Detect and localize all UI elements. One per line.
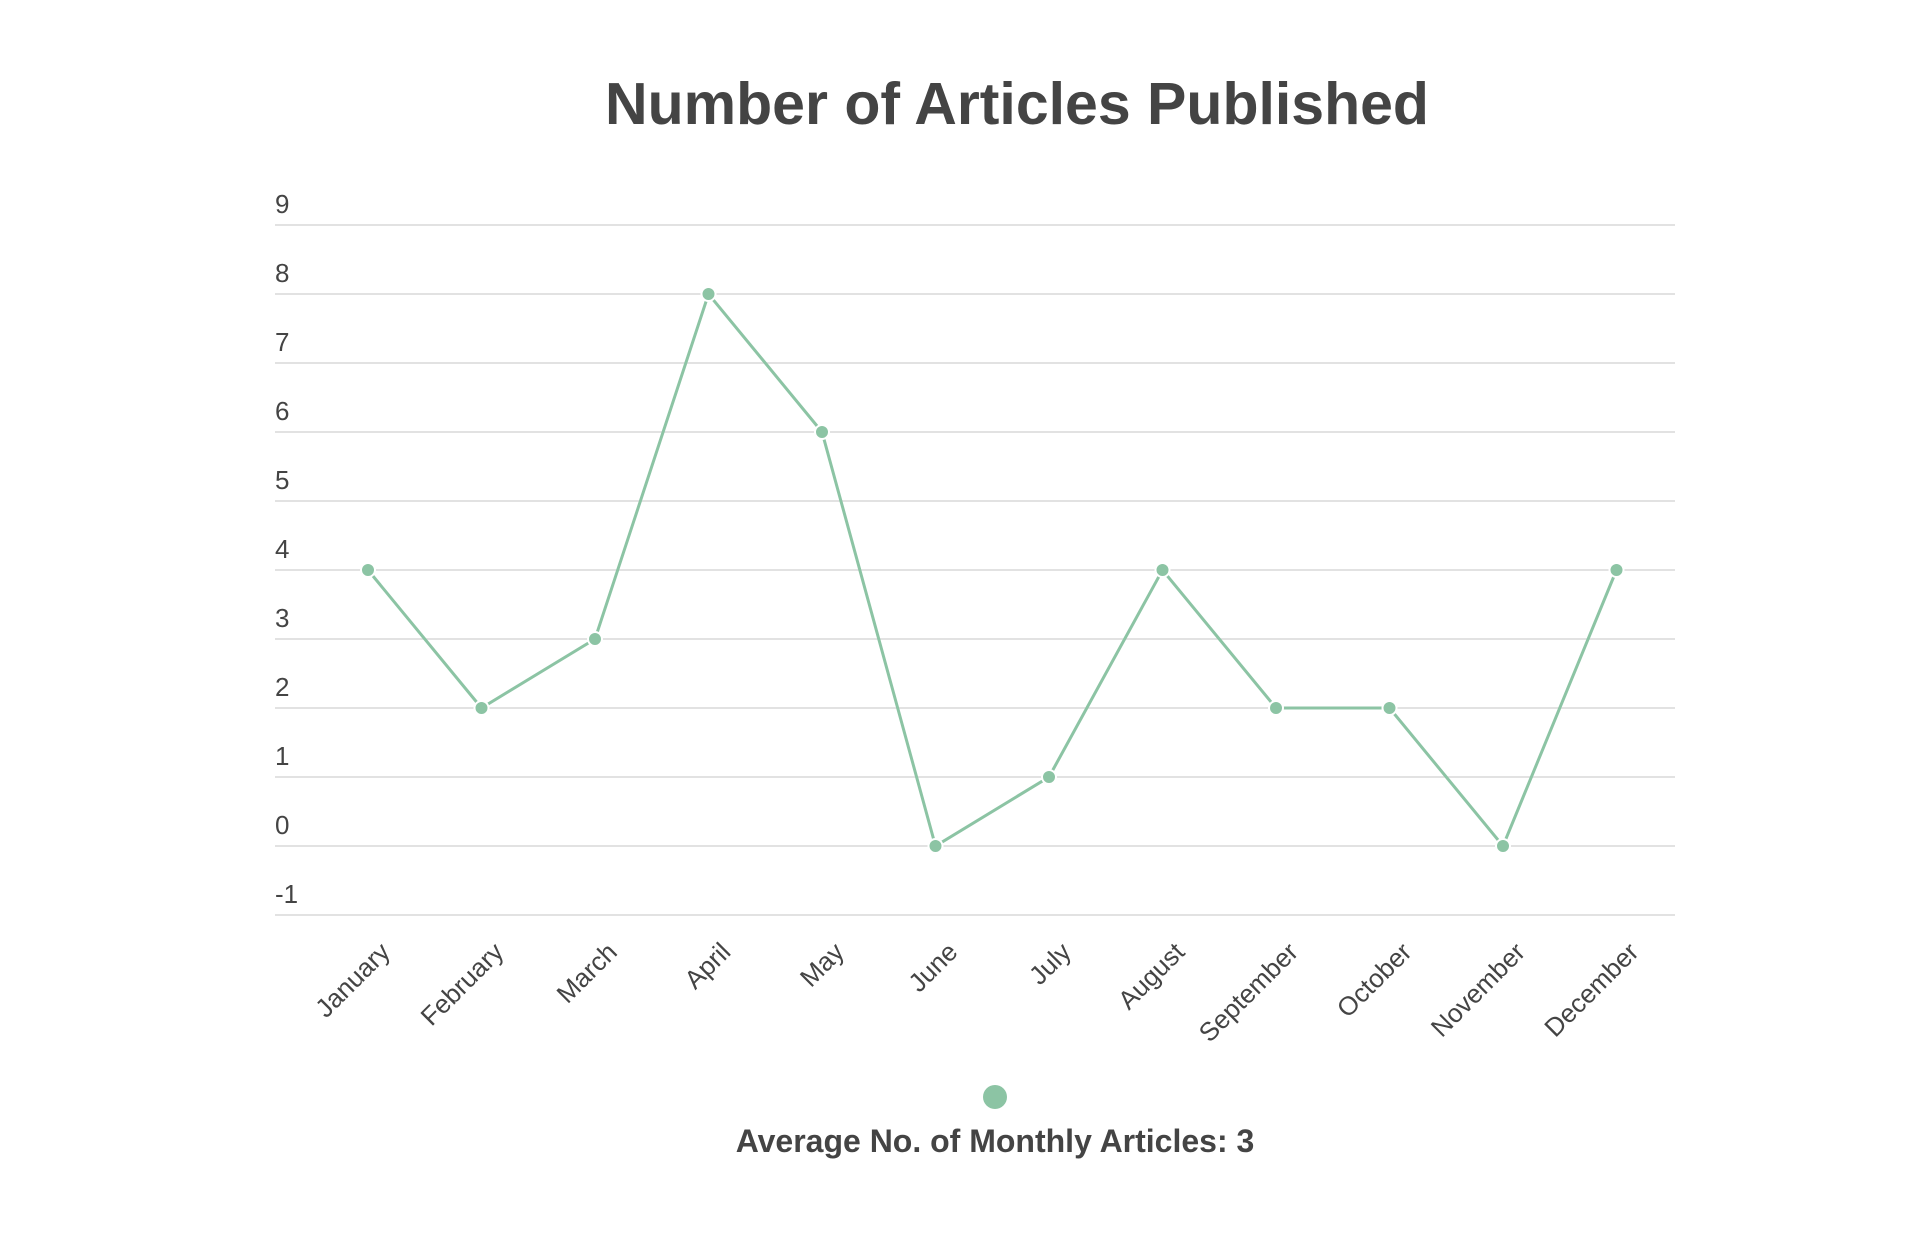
y-tick-label: 4 (275, 534, 289, 564)
legend: Average No. of Monthly Articles: 3 (0, 1085, 1920, 1160)
x-tick-label: September (1193, 936, 1304, 1047)
x-tick-label: February (415, 937, 510, 1032)
data-point[interactable] (1041, 769, 1057, 785)
legend-label: Average No. of Monthly Articles: 3 (735, 1123, 1255, 1159)
x-tick-label: October (1331, 936, 1418, 1023)
y-tick-label: 9 (275, 189, 289, 219)
x-tick-label: August (1112, 936, 1191, 1015)
data-point[interactable] (1495, 838, 1511, 854)
x-tick-label: November (1425, 936, 1531, 1042)
x-tick-label: May (794, 937, 850, 993)
data-point[interactable] (1268, 700, 1284, 716)
x-tick-label: December (1538, 936, 1644, 1042)
chart-title: Number of Articles Published (605, 71, 1429, 137)
data-point[interactable] (1154, 562, 1171, 578)
legend-swatch (983, 1085, 1007, 1109)
y-tick-label: -1 (275, 879, 298, 909)
y-tick-label: 8 (275, 258, 289, 288)
x-tick-label: January (309, 937, 396, 1024)
x-tick-label: June (902, 937, 963, 998)
x-tick-label: July (1023, 937, 1077, 991)
data-point[interactable] (927, 838, 944, 854)
data-point[interactable] (1381, 700, 1398, 716)
data-point[interactable] (814, 424, 830, 440)
data-point[interactable] (587, 631, 603, 647)
grid-lines (275, 224, 1675, 916)
y-axis: 9 8 7 6 5 4 3 2 1 0 -1 (275, 189, 298, 909)
y-tick-label: 2 (275, 672, 289, 702)
series (360, 286, 1625, 854)
data-point[interactable] (700, 286, 717, 302)
x-axis: January February March April May June July Augu… (309, 936, 1644, 1048)
x-tick-label: March (551, 937, 623, 1009)
y-tick-label: 6 (275, 396, 289, 426)
series-line (366, 290, 1618, 849)
data-point[interactable] (360, 562, 376, 578)
x-tick-label: April (678, 937, 736, 995)
y-tick-label: 5 (275, 465, 289, 495)
data-point[interactable] (473, 700, 490, 716)
y-tick-label: 1 (275, 741, 289, 771)
y-tick-label: 0 (275, 810, 289, 840)
data-point[interactable] (1608, 562, 1625, 578)
y-tick-label: 3 (275, 603, 289, 633)
y-tick-label: 7 (275, 327, 289, 357)
